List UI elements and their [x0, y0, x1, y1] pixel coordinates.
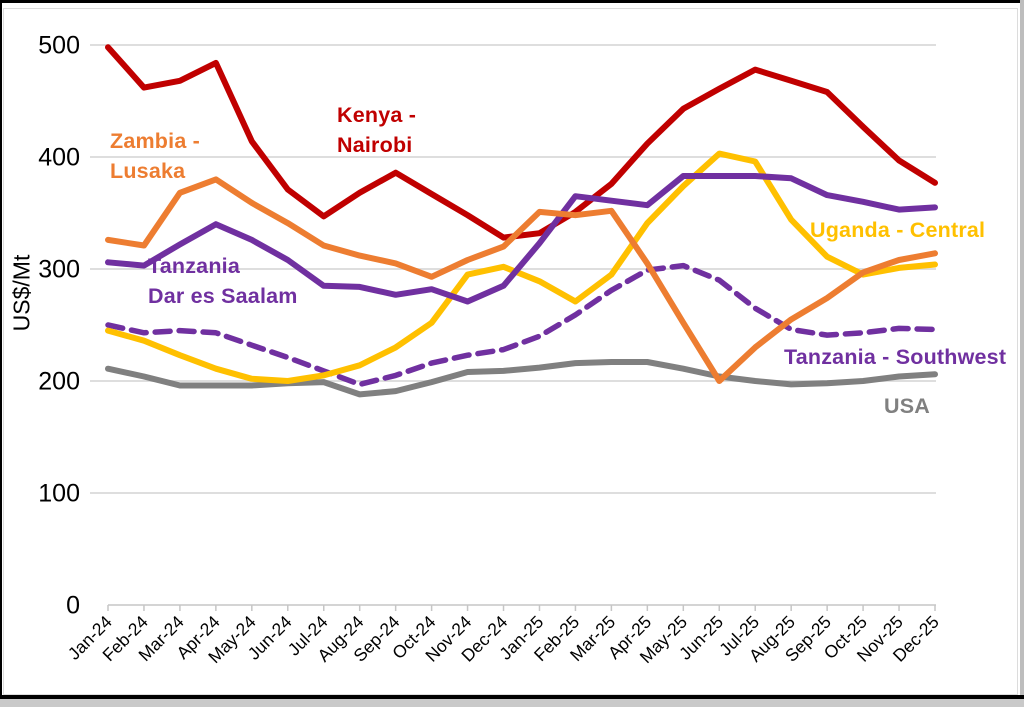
y-axis-title: US$/Mt [8, 254, 35, 332]
y-tick-label: 200 [38, 368, 80, 396]
series-line-usa [105, 359, 938, 398]
window-border-top [0, 0, 1024, 3]
y-tick-label: 300 [38, 256, 80, 284]
y-tick-label: 0 [66, 592, 80, 620]
series-line-zambia-lusaka [105, 176, 938, 384]
window-border-bottom-shadow [0, 699, 1024, 707]
series-line-tanzania-dar-es-saalam [105, 173, 938, 305]
window-border-bottom [0, 695, 1024, 699]
y-tick-label: 400 [38, 144, 80, 172]
series-line-kenya-nairobi [105, 44, 938, 241]
series-line-uganda-central [105, 150, 938, 384]
window-border-left [0, 0, 2, 700]
y-tick-label: 500 [38, 32, 80, 60]
window-border-right [1020, 0, 1024, 707]
series-line-tanzania-southwest [105, 262, 938, 388]
y-tick-label: 100 [38, 480, 80, 508]
